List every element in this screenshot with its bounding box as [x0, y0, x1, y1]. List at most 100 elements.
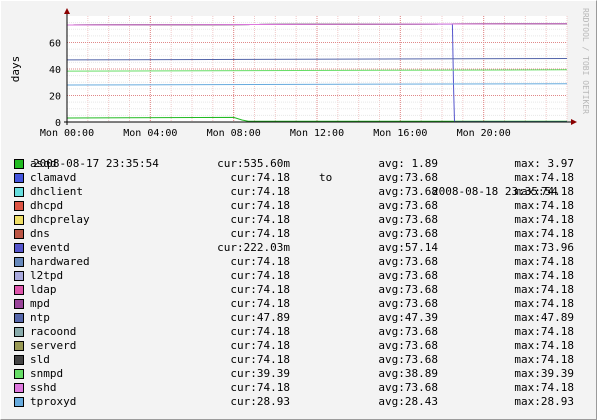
- legend-max: max:74.18: [514, 269, 574, 282]
- legend-name: dhclient: [30, 185, 83, 198]
- y-tick-label: 40: [49, 65, 61, 76]
- legend-cur: cur:74.18: [230, 339, 290, 352]
- legend-cur: cur:39.39: [230, 367, 290, 380]
- legend-max: max:74.18: [514, 381, 574, 394]
- legend-avg: avg:73.68: [378, 283, 438, 296]
- legend-max: max:74.18: [514, 255, 574, 268]
- series-line-snmpd: [66, 69, 568, 72]
- legend-row-ntp: ntp cur:47.89 avg:47.39 max:47.89: [14, 311, 584, 325]
- range-to: to: [319, 171, 333, 184]
- legend-avg: avg:47.39: [378, 311, 438, 324]
- legend-row-mpd: mpd cur:74.18 avg:73.68 max:74.18: [14, 297, 584, 311]
- legend-name: l2tpd: [30, 269, 64, 282]
- legend-name: eventd: [30, 241, 70, 254]
- legend-swatch: [14, 229, 24, 239]
- legend-name: ldap: [30, 283, 57, 296]
- legend-name: sld: [30, 353, 50, 366]
- legend-name: clamavd: [30, 171, 77, 184]
- x-tick-label: Mon 12:00: [290, 128, 344, 139]
- legend-avg: avg:73.68: [378, 227, 438, 240]
- legend-row-snmpd: snmpd cur:39.39 avg:38.89 max:39.39: [14, 367, 584, 381]
- legend-swatch: [14, 327, 24, 337]
- legend-avg: avg:73.68: [378, 171, 438, 184]
- legend-swatch: [14, 173, 24, 183]
- legend-row-sshd: sshd cur:74.18 avg:73.68 max:74.18: [14, 381, 584, 395]
- legend-row-hardwared: hardwared cur:74.18 avg:73.68 max:74.18: [14, 255, 584, 269]
- legend-cur: cur:74.18: [230, 381, 290, 394]
- legend-name: ntp: [30, 311, 50, 324]
- legend-swatch: [14, 383, 24, 393]
- x-tick-label: Mon 04:00: [123, 128, 177, 139]
- legend-cur: cur:74.18: [230, 283, 290, 296]
- legend-swatch: [14, 341, 24, 351]
- legend-avg: avg: 1.89: [378, 157, 438, 170]
- x-axis-arrow: [571, 119, 577, 125]
- legend-row-l2tpd: l2tpd cur:74.18 avg:73.68 max:74.18: [14, 269, 584, 283]
- legend-cur: cur:74.18: [230, 213, 290, 226]
- legend-row-asqd: asqd cur:535.60m avg: 1.89 max: 3.97: [14, 157, 584, 171]
- legend-row-tproxyd: tproxyd cur:28.93 avg:28.43 max:28.93: [14, 395, 584, 409]
- y-axis-title: days: [9, 56, 22, 83]
- legend-max: max:74.18: [514, 171, 574, 184]
- y-tick-label: 0: [55, 118, 61, 129]
- legend-avg: avg:73.68: [378, 325, 438, 338]
- legend-row-eventd: eventd cur:222.03m avg:57.14 max:73.96: [14, 241, 584, 255]
- legend-swatch: [14, 159, 24, 169]
- x-tick-label: Mon 20:00: [457, 128, 511, 139]
- legend-swatch: [14, 201, 24, 211]
- legend-name: snmpd: [30, 367, 64, 380]
- legend-max: max:74.18: [514, 325, 574, 338]
- legend-row-dns: dns cur:74.18 avg:73.68 max:74.18: [14, 227, 584, 241]
- legend-avg: avg:73.68: [378, 297, 438, 310]
- legend-swatch: [14, 355, 24, 365]
- legend-max: max:39.39: [514, 367, 574, 380]
- y-axis-arrow: [64, 8, 70, 14]
- legend-row-dhcprelay: dhcprelay cur:74.18 avg:73.68 max:74.18: [14, 213, 584, 227]
- legend-cur: cur:222.03m: [217, 241, 290, 254]
- legend-swatch: [14, 271, 24, 281]
- series-line-ntp: [66, 58, 568, 61]
- legend-name: tproxyd: [30, 395, 77, 408]
- legend-avg: avg:73.68: [378, 185, 438, 198]
- legend-name: asqd: [30, 157, 57, 170]
- legend-swatch: [14, 285, 24, 295]
- legend-avg: avg:73.68: [378, 339, 438, 352]
- legend-row-dhclient: dhclient cur:74.18 avg:73.68 max:74.18: [14, 185, 584, 199]
- x-tick-label: Mon 00:00: [40, 128, 94, 139]
- legend-swatch: [14, 215, 24, 225]
- legend-max: max:28.93: [514, 395, 574, 408]
- legend-swatch: [14, 313, 24, 323]
- legend-swatch: [14, 243, 24, 253]
- legend-avg: avg:38.89: [378, 367, 438, 380]
- legend-swatch: [14, 369, 24, 379]
- series-line-asqd: [66, 116, 567, 122]
- y-tick-label: 60: [49, 39, 61, 50]
- legend-name: dhcpd: [30, 199, 64, 212]
- legend-avg: avg:73.68: [378, 255, 438, 268]
- legend-avg: avg:73.68: [378, 213, 438, 226]
- legend-cur: cur:74.18: [230, 325, 290, 338]
- legend-max: max:74.18: [514, 227, 574, 240]
- series-line-sshd: [66, 23, 568, 26]
- legend-cur: cur:74.18: [230, 199, 290, 212]
- legend-row-dhcpd: dhcpd cur:74.18 avg:73.68 max:74.18: [14, 199, 584, 213]
- legend-max: max:47.89: [514, 311, 574, 324]
- legend-cur: cur:74.18: [230, 227, 290, 240]
- legend-swatch: [14, 257, 24, 267]
- legend-row-ldap: ldap cur:74.18 avg:73.68 max:74.18: [14, 283, 584, 297]
- legend-name: hardwared: [30, 255, 90, 268]
- legend-row-serverd: serverd cur:74.18 avg:73.68 max:74.18: [14, 339, 584, 353]
- legend-max: max:73.96: [514, 241, 574, 254]
- legend-avg: avg:73.68: [378, 353, 438, 366]
- legend-cur: cur:47.89: [230, 311, 290, 324]
- legend-row-racoond: racoond cur:74.18 avg:73.68 max:74.18: [14, 325, 584, 339]
- y-tick-label: 20: [49, 92, 61, 103]
- legend-name: dhcprelay: [30, 213, 90, 226]
- legend-max: max:74.18: [514, 339, 574, 352]
- rrdtool-watermark: RRDTOOL / TOBI OETIKER: [581, 8, 590, 114]
- legend-swatch: [14, 397, 24, 407]
- legend-avg: avg:28.43: [378, 395, 438, 408]
- legend-max: max:74.18: [514, 353, 574, 366]
- legend-max: max:74.18: [514, 213, 574, 226]
- legend-max: max: 3.97: [514, 157, 574, 170]
